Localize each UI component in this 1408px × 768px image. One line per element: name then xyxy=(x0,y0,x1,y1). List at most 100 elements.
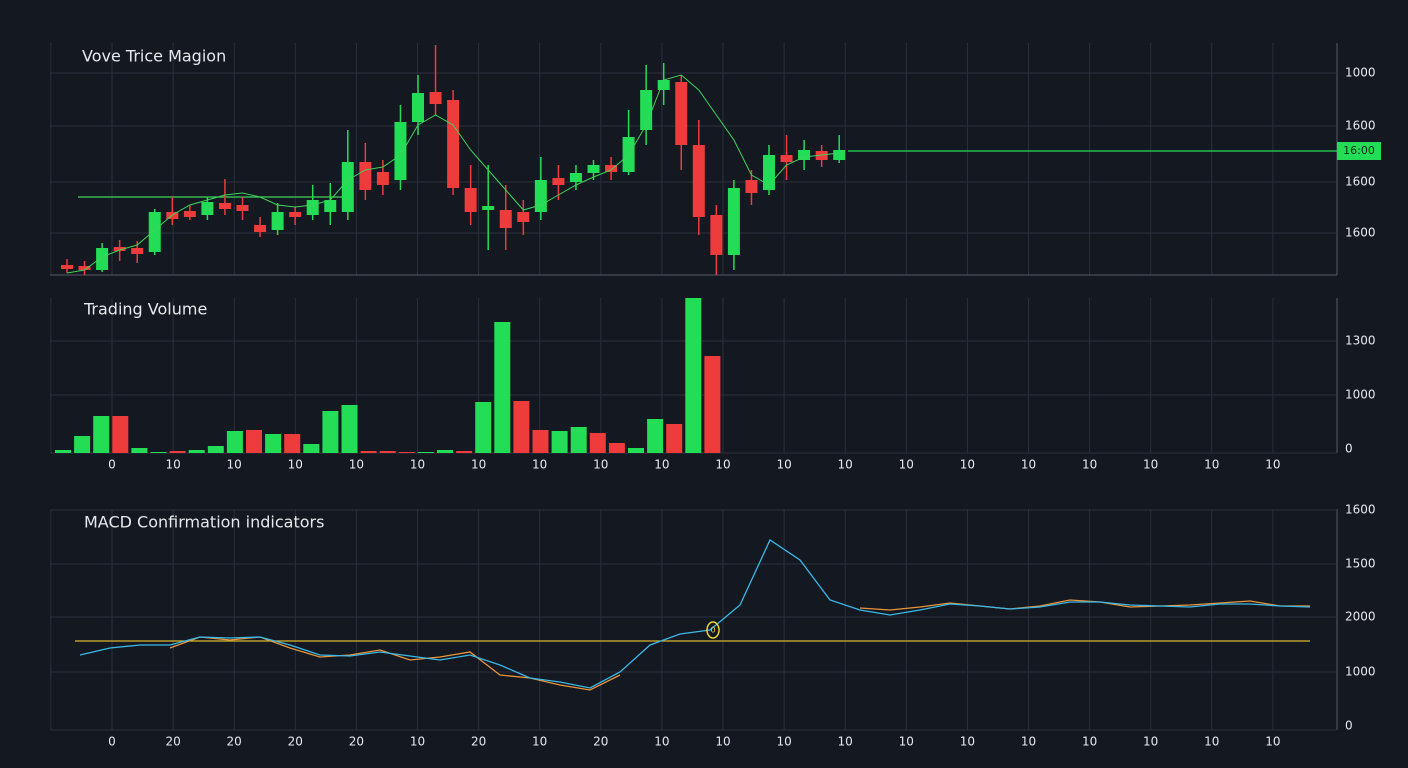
volume-bar xyxy=(379,451,396,453)
macd-line xyxy=(169,599,1310,691)
marker-label: 0 xyxy=(710,626,715,635)
x-tick-label: 10 xyxy=(1082,458,1097,472)
confirmation-marker xyxy=(706,621,720,639)
candle-body xyxy=(306,200,319,215)
x-tick-label: 20 xyxy=(288,735,303,749)
x-tick-label: 20 xyxy=(227,735,242,749)
x-tick-label: 10 xyxy=(715,735,730,749)
macd-title: MACD Confirmation indicators xyxy=(84,513,324,532)
volume-bar xyxy=(188,450,205,453)
volume-bar xyxy=(112,416,129,453)
volume-bar xyxy=(513,401,530,453)
volume-bar xyxy=(74,436,91,453)
volume-bar xyxy=(704,356,721,453)
x-tick-label: 10 xyxy=(410,735,425,749)
x-tick-label: 10 xyxy=(654,458,669,472)
x-tick-label: 10 xyxy=(1265,458,1280,472)
y-tick-label: 1600 xyxy=(1345,119,1376,133)
candle-body xyxy=(587,165,600,173)
y-tick-label: 1300 xyxy=(1345,334,1376,348)
y-tick-label: 2000 xyxy=(1345,610,1376,624)
candle-body xyxy=(727,188,740,255)
volume-bar xyxy=(398,452,415,453)
volume-bar xyxy=(685,298,702,453)
candle-body xyxy=(833,150,846,160)
candle-body xyxy=(692,145,705,217)
price-tag-label: 16:00 xyxy=(1343,144,1375,157)
x-tick-label: 20 xyxy=(349,735,364,749)
x-tick-label: 10 xyxy=(288,458,303,472)
y-tick-label: 0 xyxy=(1345,719,1353,733)
price-title: Vove Trice Magion xyxy=(82,47,226,66)
volume-bar xyxy=(417,452,434,453)
volume-bar xyxy=(608,443,625,453)
candle-body xyxy=(376,172,389,185)
x-tick-label: 10 xyxy=(1204,735,1219,749)
candle-body xyxy=(324,200,337,212)
volume-bar xyxy=(456,451,473,453)
candle-body xyxy=(552,178,565,185)
candle-body xyxy=(482,206,495,210)
volume-bar xyxy=(589,433,606,453)
candle-body xyxy=(675,82,688,145)
volume-bar xyxy=(494,322,511,453)
candle-body xyxy=(271,212,284,230)
candle-body xyxy=(429,92,442,104)
candle-body xyxy=(78,266,91,270)
volume-bar xyxy=(322,411,339,453)
y-tick-label: 1000 xyxy=(1345,665,1376,679)
volume-bar xyxy=(131,448,148,453)
x-tick-label: 0 xyxy=(108,735,116,749)
volume-bar xyxy=(265,434,282,453)
y-tick-label: 1600 xyxy=(1345,503,1376,517)
x-tick-label: 10 xyxy=(1204,458,1219,472)
candle-body xyxy=(359,162,372,190)
volume-bar xyxy=(55,450,71,453)
x-tick-label: 20 xyxy=(471,735,486,749)
candle-body xyxy=(745,180,758,193)
volume-bar xyxy=(437,450,453,453)
candle-body xyxy=(148,212,161,252)
y-tick-label: 1500 xyxy=(1345,557,1376,571)
volume-bar xyxy=(475,402,492,453)
volume-bar xyxy=(532,430,549,453)
candle-body xyxy=(61,265,73,269)
y-tick-label: 0 xyxy=(1345,442,1353,456)
x-tick-label: 10 xyxy=(165,458,180,472)
x-tick-label: 10 xyxy=(776,735,791,749)
candle-body xyxy=(254,225,267,232)
y-tick-label: 1000 xyxy=(1345,388,1376,402)
candle-body xyxy=(201,202,214,215)
volume-bar xyxy=(150,452,167,453)
candle-body xyxy=(657,80,670,90)
x-tick-label: 10 xyxy=(654,735,669,749)
volume-bar xyxy=(284,434,301,453)
x-tick-label: 10 xyxy=(532,735,547,749)
candle-body xyxy=(605,165,618,172)
x-tick-label: 10 xyxy=(1021,735,1036,749)
x-tick-label: 10 xyxy=(1021,458,1036,472)
y-tick-label: 1600 xyxy=(1345,175,1376,189)
volume-bar xyxy=(207,446,224,453)
volume-bar xyxy=(551,431,568,453)
x-tick-label: 20 xyxy=(593,735,608,749)
candle-body xyxy=(710,215,723,255)
volume-bar xyxy=(628,448,644,453)
volume-bar xyxy=(341,405,358,453)
x-tick-label: 10 xyxy=(1082,735,1097,749)
x-tick-label: 0 xyxy=(108,458,116,472)
volume-bar xyxy=(246,430,262,453)
candle-body xyxy=(412,93,424,122)
x-tick-label: 10 xyxy=(227,458,242,472)
candle-body xyxy=(218,203,231,209)
candle-body xyxy=(464,188,477,212)
volume-bar xyxy=(169,451,186,453)
volume-bar xyxy=(226,431,243,453)
x-tick-label: 10 xyxy=(593,458,608,472)
candle-body xyxy=(289,212,302,217)
x-tick-label: 10 xyxy=(960,458,975,472)
x-tick-label: 10 xyxy=(532,458,547,472)
